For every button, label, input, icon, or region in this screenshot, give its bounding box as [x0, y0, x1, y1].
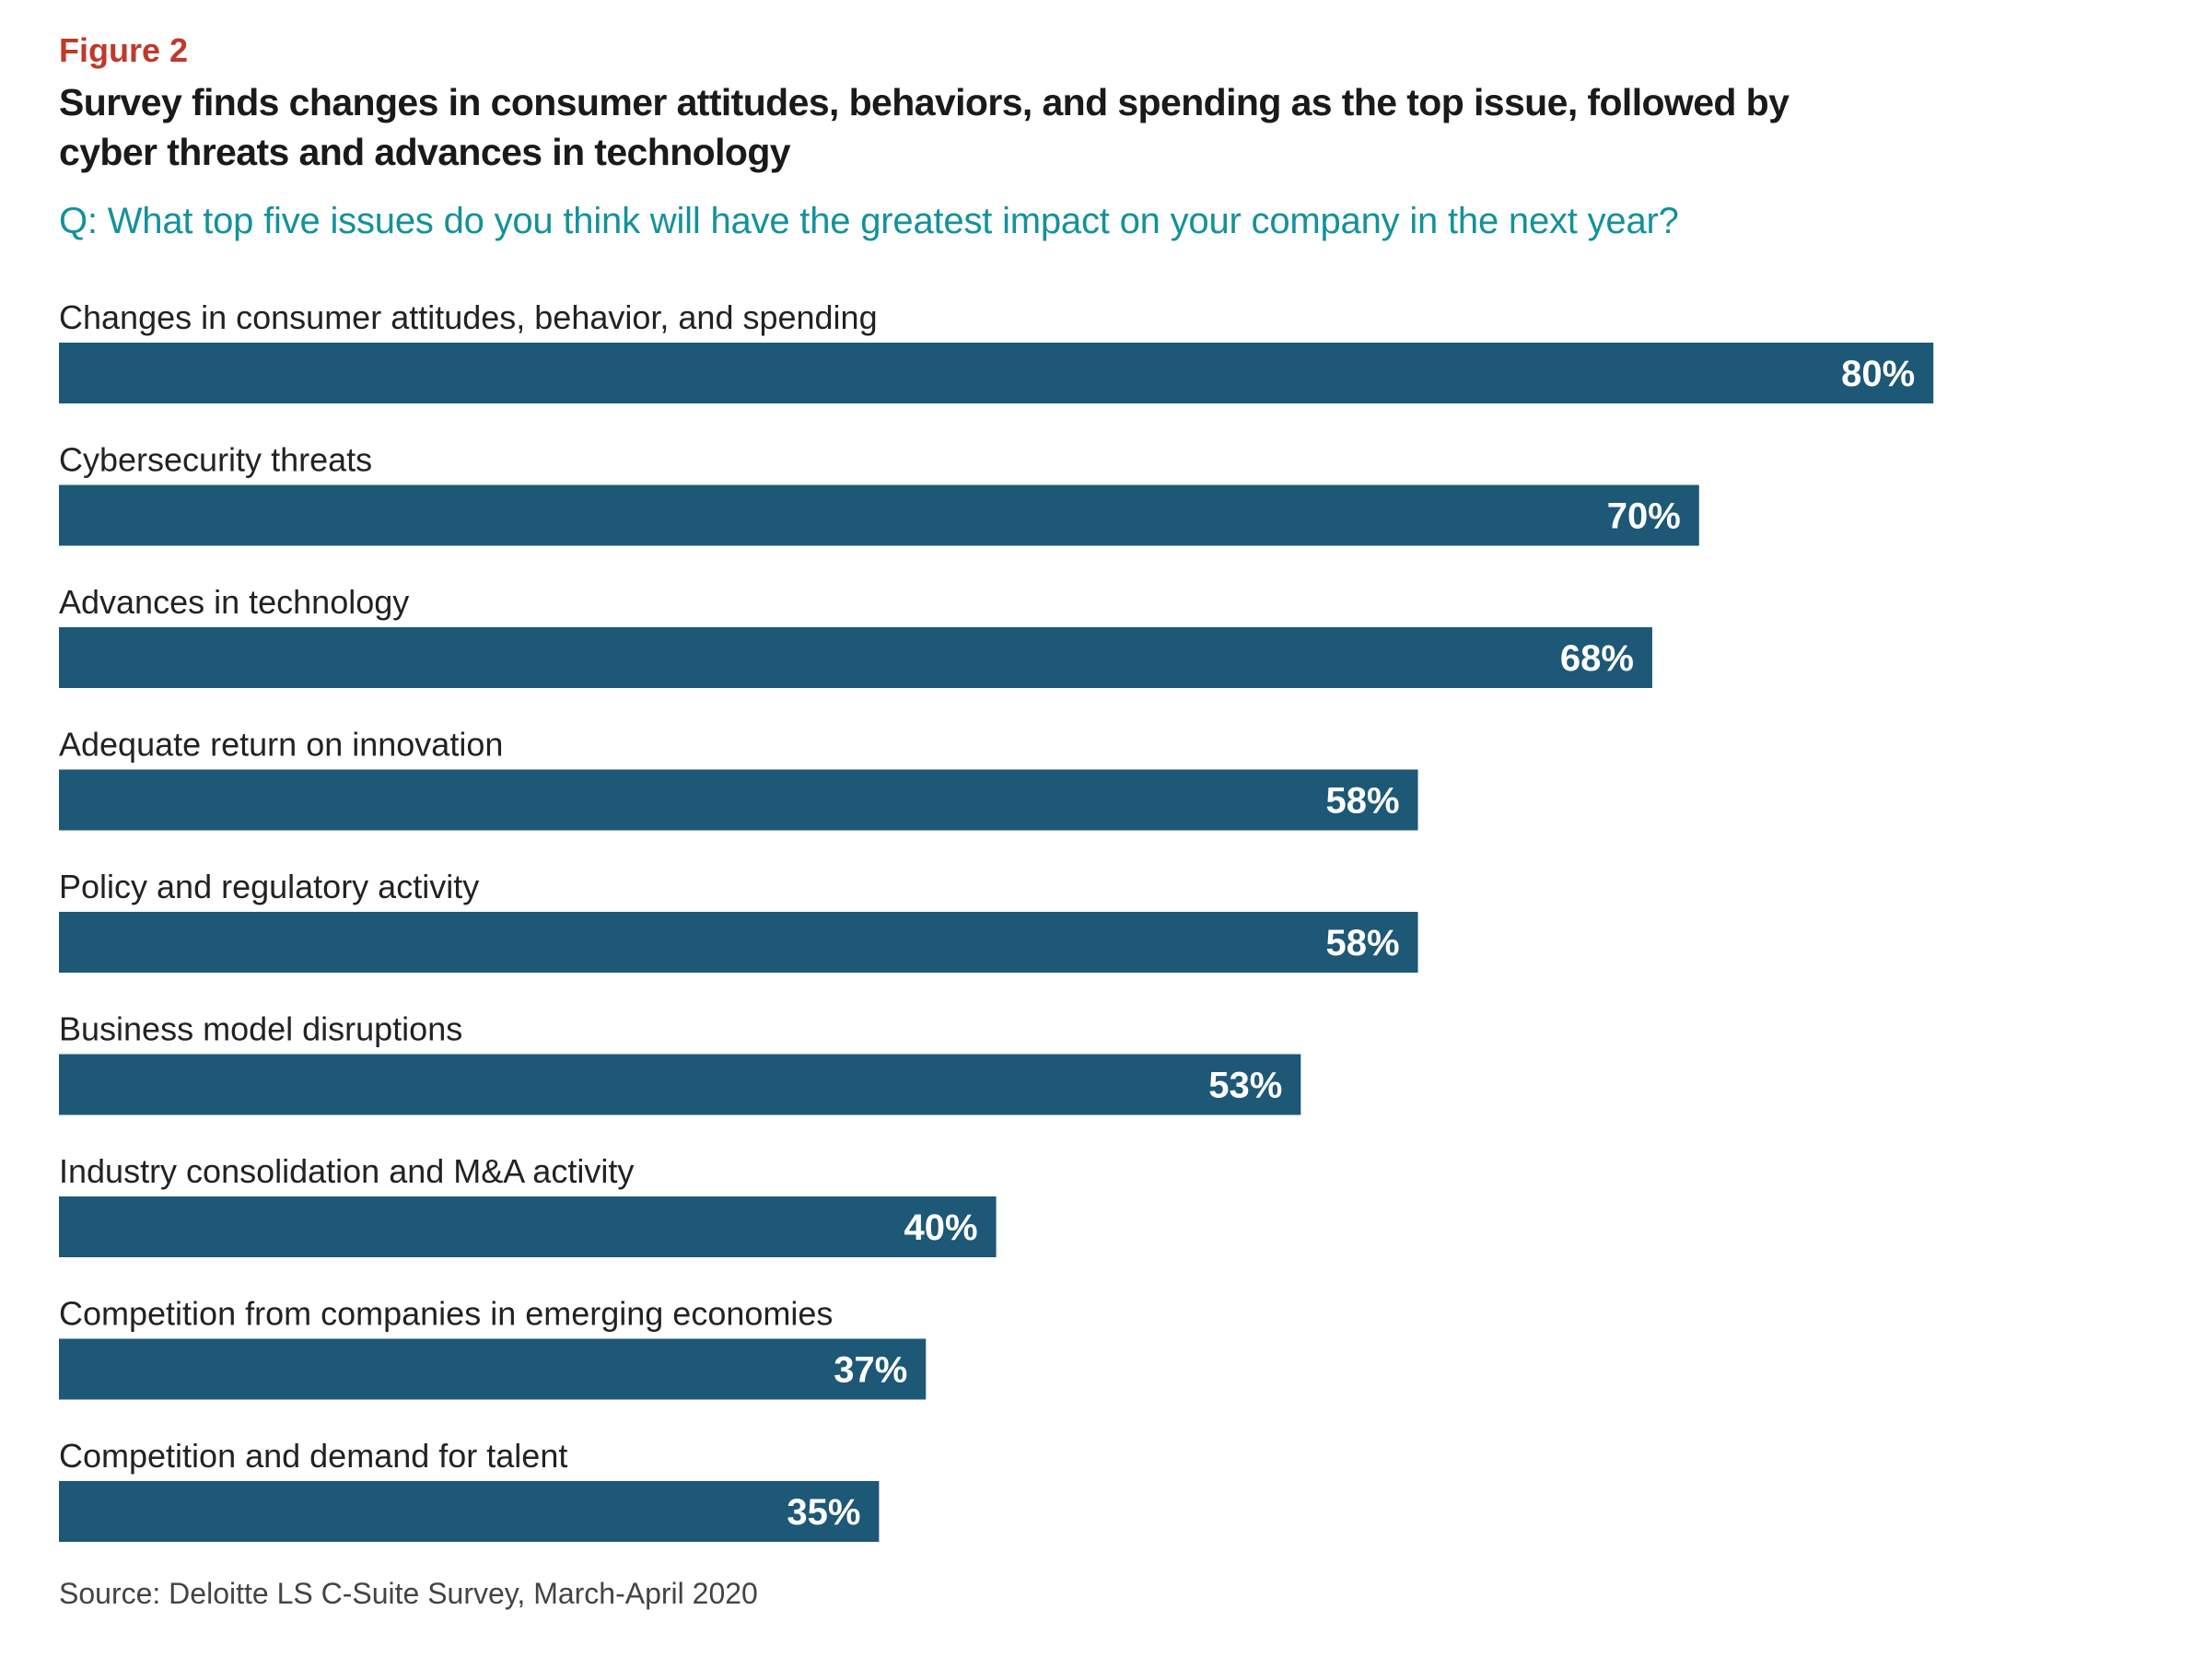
bar [59, 769, 1418, 831]
bar [59, 1481, 880, 1542]
value-label: 58% [1325, 923, 1399, 963]
value-label: 70% [1607, 496, 1681, 537]
category-label: Industry consolidation and M&A activity [59, 1152, 634, 1190]
bar [59, 912, 1418, 973]
category-label: Policy and regulatory activity [59, 868, 479, 905]
value-label: 58% [1325, 781, 1399, 822]
bar [59, 627, 1652, 688]
bar [59, 343, 1934, 403]
bar [59, 1054, 1301, 1115]
category-label: Advances in technology [59, 583, 409, 621]
category-label: Business model disruptions [59, 1010, 462, 1048]
bar [59, 1338, 927, 1400]
category-label: Competition and demand for talent [59, 1437, 567, 1475]
value-label: 40% [904, 1208, 978, 1248]
bar [59, 1196, 997, 1257]
value-label: 68% [1560, 638, 1634, 679]
chart-title: Survey finds changes in consumer attitud… [59, 81, 1790, 173]
source-note: Source: Deloitte LS C-Suite Survey, Marc… [59, 1577, 758, 1610]
value-label: 53% [1208, 1066, 1282, 1106]
value-label: 37% [834, 1350, 907, 1391]
category-label: Changes in consumer attitudes, behavior,… [59, 298, 878, 336]
category-label: Adequate return on innovation [59, 726, 503, 764]
value-label: 80% [1841, 354, 1915, 394]
category-label: Competition from companies in emerging e… [59, 1295, 833, 1333]
bar [59, 484, 1699, 546]
figure-label: Figure 2 [59, 31, 189, 69]
category-label: Cybersecurity threats [59, 441, 372, 479]
value-label: 35% [787, 1492, 860, 1533]
survey-question: Q: What top five issues do you think wil… [59, 201, 1679, 241]
